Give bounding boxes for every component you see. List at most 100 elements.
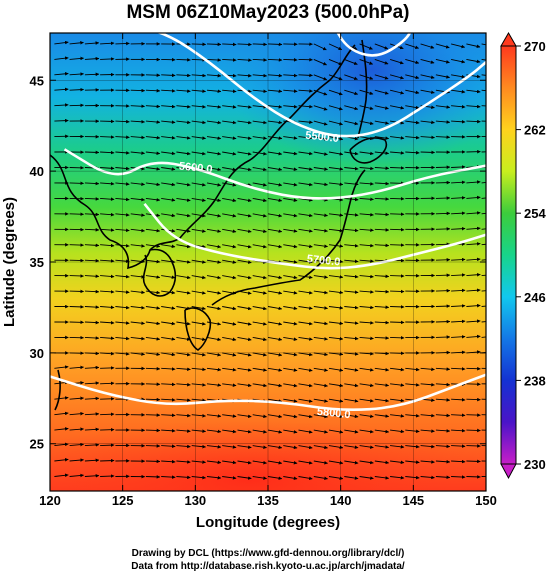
- wind-arrow: [359, 105, 374, 110]
- wind-arrow: [313, 105, 328, 111]
- wind-arrow: [451, 104, 466, 109]
- wind-arrow: [252, 352, 267, 357]
- wind-arrow: [130, 104, 145, 109]
- wind-arrow: [100, 166, 115, 171]
- wind-arrow: [344, 429, 359, 434]
- wind-arrow: [267, 321, 283, 326]
- wind-arrow: [176, 228, 191, 233]
- wind-arrow: [267, 244, 283, 249]
- wind-arrow: [283, 58, 298, 62]
- wind-arrow: [161, 428, 176, 433]
- wind-arrow: [145, 336, 161, 341]
- wind-arrow: [191, 275, 206, 280]
- wind-arrow: [344, 367, 359, 372]
- wind-arrow: [191, 182, 206, 187]
- wind-arrow: [359, 367, 374, 372]
- wind-arrow: [374, 320, 390, 325]
- wind-arrow: [374, 383, 390, 387]
- wind-arrow: [145, 321, 161, 326]
- wind-arrow: [451, 428, 466, 433]
- wind-arrow: [405, 475, 420, 480]
- wind-arrow: [466, 119, 481, 124]
- wind-arrow: [313, 58, 327, 66]
- wind-arrow: [100, 336, 115, 341]
- wind-arrow: [206, 290, 222, 295]
- wind-arrow: [283, 460, 298, 465]
- wind-arrow: [222, 197, 237, 203]
- wind-arrow: [405, 105, 420, 110]
- wind-arrow: [145, 290, 161, 295]
- wind-arrow: [267, 136, 283, 140]
- wind-arrow: [435, 429, 451, 433]
- x-tick-label: 130: [184, 493, 206, 508]
- wind-arrow: [420, 89, 435, 94]
- wind-arrow: [115, 305, 130, 310]
- wind-arrow: [405, 120, 420, 125]
- wind-arrow: [222, 275, 237, 280]
- wind-arrow: [359, 243, 374, 248]
- wind-arrow: [298, 213, 313, 218]
- wind-arrow: [374, 445, 390, 449]
- wind-arrow: [206, 151, 222, 156]
- wind-arrow: [466, 257, 481, 262]
- wind-arrow: [374, 274, 390, 279]
- wind-arrow: [191, 336, 206, 342]
- wind-arrow: [161, 352, 176, 357]
- wind-arrow: [206, 197, 222, 203]
- wind-arrow: [145, 352, 161, 357]
- wind-arrow: [283, 290, 298, 295]
- wind-arrow: [161, 336, 176, 341]
- wind-arrow: [359, 74, 374, 80]
- wind-arrow: [390, 367, 405, 372]
- wind-arrow: [359, 136, 374, 141]
- wind-arrow: [176, 475, 191, 480]
- wind-arrow: [374, 181, 390, 186]
- wind-arrow: [145, 275, 161, 279]
- wind-arrow: [267, 336, 283, 342]
- wind-arrow: [451, 459, 466, 464]
- wind-arrow: [54, 365, 69, 369]
- wind-arrow: [100, 259, 115, 263]
- wind-arrow: [69, 427, 84, 431]
- wind-arrow: [313, 89, 328, 96]
- wind-arrow: [435, 196, 451, 200]
- wind-arrow: [237, 275, 252, 280]
- wind-arrow: [313, 136, 328, 141]
- wind-arrow: [267, 445, 283, 450]
- wind-arrow: [267, 460, 283, 465]
- wind-arrow: [481, 89, 486, 92]
- x-tick-label: 135: [257, 493, 279, 508]
- wind-arrow: [435, 319, 451, 324]
- wind-arrow: [344, 74, 358, 81]
- wind-arrow: [267, 429, 283, 434]
- wind-arrow: [313, 306, 328, 310]
- wind-arrow: [100, 320, 115, 325]
- wind-arrow: [359, 43, 373, 50]
- wind-arrow: [100, 181, 115, 186]
- wind-arrow: [145, 459, 161, 464]
- wind-arrow: [344, 89, 359, 96]
- wind-arrow: [344, 58, 358, 65]
- wind-arrow: [161, 197, 176, 202]
- wind-arrow: [344, 445, 359, 449]
- wind-arrow: [435, 227, 451, 231]
- wind-arrow: [222, 460, 237, 465]
- wind-arrow: [130, 119, 145, 124]
- wind-arrow: [466, 43, 481, 49]
- wind-arrow: [161, 244, 176, 249]
- wind-arrow: [267, 290, 283, 295]
- wind-arrow: [344, 305, 359, 310]
- wind-arrow: [466, 226, 481, 231]
- wind-arrow: [466, 58, 481, 64]
- wind-arrow: [267, 73, 283, 78]
- wind-arrow: [130, 259, 145, 264]
- y-tick-label: 35: [30, 255, 44, 270]
- wind-arrow: [161, 398, 176, 402]
- wind-arrow: [283, 352, 298, 357]
- plot-area: 5800.0 5700.0 5600.0 5500.0: [50, 33, 486, 491]
- wind-arrow: [130, 88, 146, 93]
- wind-arrow: [191, 475, 206, 480]
- wind-arrow: [252, 414, 267, 419]
- wind-arrow: [481, 290, 486, 292]
- wind-arrow: [252, 244, 267, 249]
